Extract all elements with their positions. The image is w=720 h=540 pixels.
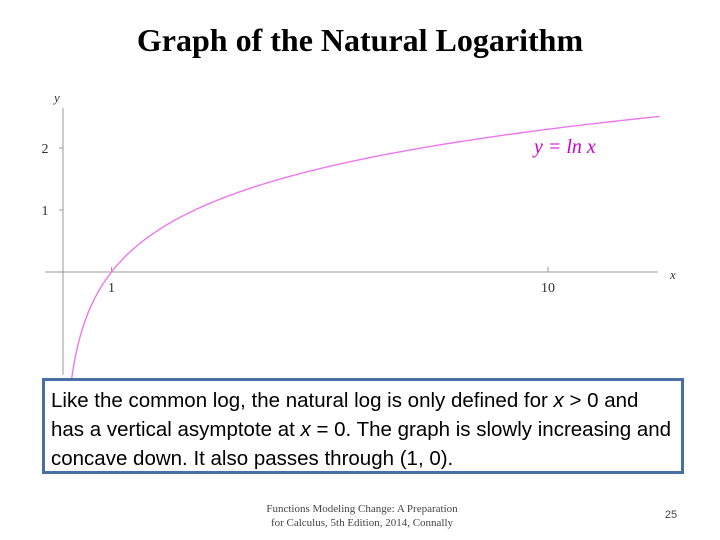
x-axis-label: x xyxy=(669,267,676,282)
footer-line-2: for Calculus, 5th Edition, 2014, Connall… xyxy=(270,517,454,529)
footer-citation: Functions Modeling Change: A Preparation… xyxy=(222,502,502,530)
y-tick-label: 2 xyxy=(42,142,49,157)
x-tick-label: 10 xyxy=(541,281,555,296)
note-var-1: x xyxy=(553,389,564,412)
ln-curve xyxy=(68,115,660,404)
definition-note: Like the common log, the natural log is … xyxy=(42,378,684,474)
note-var-2: x xyxy=(300,418,311,441)
y-axis-label: y xyxy=(52,90,60,105)
footer-line-1: Functions Modeling Change: A Preparation xyxy=(266,503,458,515)
x-tick-label: 1 xyxy=(108,281,115,296)
note-text-2: > 0 and has a vertical asymptote at xyxy=(51,389,639,441)
note-text-3: = 0. The graph is slowly increasing and … xyxy=(51,418,672,470)
note-text-1: Like the common log, the natural log is … xyxy=(51,389,554,412)
y-ticks: 12 xyxy=(42,142,63,219)
y-tick-label: 1 xyxy=(42,204,49,219)
x-ticks: 1 10 xyxy=(108,267,555,296)
page-number: 25 xyxy=(664,509,678,521)
slide-title: Graph of the Natural Logarithm xyxy=(136,22,584,58)
curve-label: y = ln x xyxy=(532,136,596,158)
